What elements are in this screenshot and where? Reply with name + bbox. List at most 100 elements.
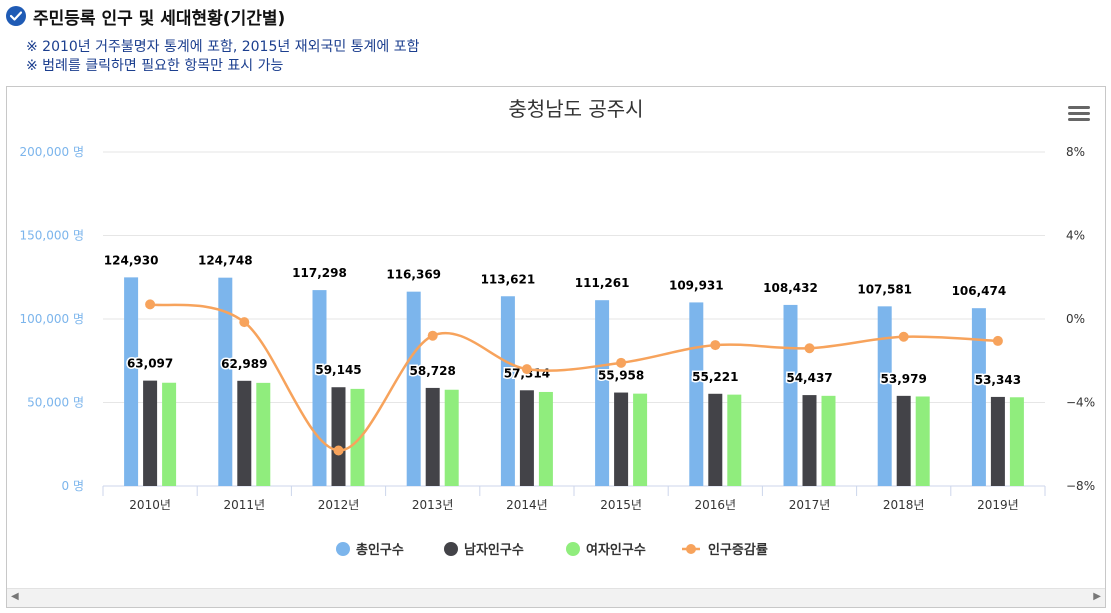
bar-total: [218, 277, 233, 486]
x-tick-label: 2016년: [695, 498, 737, 512]
note-line: ※ 2010년 거주불명자 통계에 포함, 2015년 재외국민 통계에 포함: [26, 39, 420, 55]
page-title: 주민등록 인구 및 세대현황(기간별): [33, 8, 286, 29]
bar-female: [633, 393, 648, 486]
data-label-total: 111,261: [575, 276, 630, 290]
bar-male: [425, 387, 440, 486]
hamburger-menu-icon[interactable]: [1068, 106, 1090, 122]
bar-female: [538, 391, 553, 486]
bar-male: [519, 390, 534, 486]
bar-male: [708, 393, 723, 486]
x-tick-label: 2013년: [412, 498, 454, 512]
horizontal-scrollbar[interactable]: ◀ ▶: [7, 588, 1105, 607]
bar-total: [500, 296, 515, 486]
x-tick-label: 2014년: [506, 498, 548, 512]
page-header: 주민등록 인구 및 세대현황(기간별): [6, 4, 286, 29]
data-label-total: 109,931: [669, 278, 724, 292]
data-label-total: 117,298: [292, 266, 347, 280]
data-label-total: 106,474: [952, 284, 1007, 298]
y-left-tick-label: 150,000 명: [20, 229, 84, 243]
bar-female: [915, 396, 930, 486]
bar-female: [1009, 397, 1024, 486]
y-right-tick-label: 4%: [1066, 229, 1085, 243]
chart-container: [6, 86, 1106, 608]
x-tick-label: 2010년: [129, 498, 171, 512]
data-label-total: 124,930: [104, 253, 159, 267]
check-circle-icon: [6, 6, 26, 26]
bar-male: [614, 392, 629, 486]
x-tick-label: 2017년: [789, 498, 831, 512]
y-left-tick-label: 100,000 명: [20, 312, 84, 326]
data-label-total: 116,369: [386, 268, 441, 282]
bar-male: [896, 395, 911, 486]
bar-female: [444, 389, 459, 486]
data-label-male: 59,145: [315, 363, 361, 377]
bar-total: [877, 306, 892, 486]
bar-male: [802, 395, 817, 486]
data-label-male: 55,221: [692, 370, 738, 384]
data-label-male: 63,097: [127, 357, 173, 371]
y-right-tick-label: 0%: [1066, 312, 1085, 326]
y-right-tick-label: −8%: [1066, 479, 1095, 493]
point-rate: [992, 335, 1003, 346]
y-left-tick-label: 50,000 명: [27, 396, 84, 410]
data-label-total: 113,621: [481, 272, 536, 286]
legend-item-female[interactable]: 여자인구수: [586, 542, 646, 558]
data-label-male: 58,728: [410, 364, 456, 378]
bar-female: [162, 382, 177, 486]
legend-symbol-male: [444, 542, 458, 556]
bar-male: [237, 380, 252, 486]
bar-female: [727, 394, 742, 486]
arrow-left-icon[interactable]: ◀: [11, 591, 19, 602]
point-rate: [145, 299, 156, 310]
legend-item-rate[interactable]: 인구증감률: [708, 542, 768, 558]
data-label-male: 62,989: [221, 357, 267, 371]
y-left-tick-label: 200,000 명: [20, 145, 84, 159]
bar-female: [821, 395, 836, 486]
bar-total: [124, 277, 139, 486]
point-rate: [427, 330, 438, 341]
legend-symbol-female: [566, 542, 580, 556]
x-tick-label: 2015년: [600, 498, 642, 512]
y-right-tick-label: 8%: [1066, 145, 1085, 159]
bar-total: [971, 308, 986, 486]
x-tick-label: 2012년: [318, 498, 360, 512]
data-label-male: 54,437: [786, 371, 832, 385]
legend-symbol-rate: [686, 544, 696, 554]
x-tick-label: 2019년: [977, 498, 1019, 512]
bar-male: [990, 396, 1005, 486]
x-tick-label: 2018년: [883, 498, 925, 512]
bar-female: [350, 388, 365, 486]
y-left-tick-label: 0 명: [62, 479, 85, 493]
bar-male: [331, 387, 346, 486]
y-right-tick-label: −4%: [1066, 396, 1095, 410]
data-label-total: 108,432: [763, 281, 818, 295]
point-rate: [898, 331, 909, 342]
data-label-total: 124,748: [198, 254, 253, 268]
point-rate: [710, 340, 721, 351]
bar-total: [595, 300, 610, 486]
chart-title: 충청남도 공주시: [508, 97, 643, 121]
notes: ※ 2010년 거주불명자 통계에 포함, 2015년 재외국민 통계에 포함 …: [26, 38, 420, 76]
point-rate: [521, 364, 532, 375]
bar-total: [312, 290, 327, 486]
bar-total: [783, 304, 798, 486]
bar-total: [406, 291, 421, 486]
data-label-total: 107,581: [857, 282, 912, 296]
series-line-rate: [149, 303, 998, 452]
x-tick-label: 2011년: [224, 498, 266, 512]
data-label-male: 55,958: [598, 369, 644, 383]
bar-male: [143, 380, 158, 486]
point-rate: [333, 445, 344, 456]
legend-symbol-total: [336, 542, 350, 556]
note-line: ※ 범례를 클릭하면 필요한 항목만 표시 가능: [26, 58, 284, 74]
bar-female: [256, 382, 271, 486]
legend-item-total[interactable]: 총인구수: [356, 542, 404, 558]
point-rate: [616, 357, 627, 368]
legend-item-male[interactable]: 남자인구수: [464, 542, 524, 558]
arrow-right-icon[interactable]: ▶: [1093, 591, 1101, 602]
bar-total: [689, 302, 704, 486]
data-label-male: 53,343: [975, 373, 1021, 387]
point-rate: [239, 317, 250, 328]
data-label-male: 53,979: [881, 372, 927, 386]
